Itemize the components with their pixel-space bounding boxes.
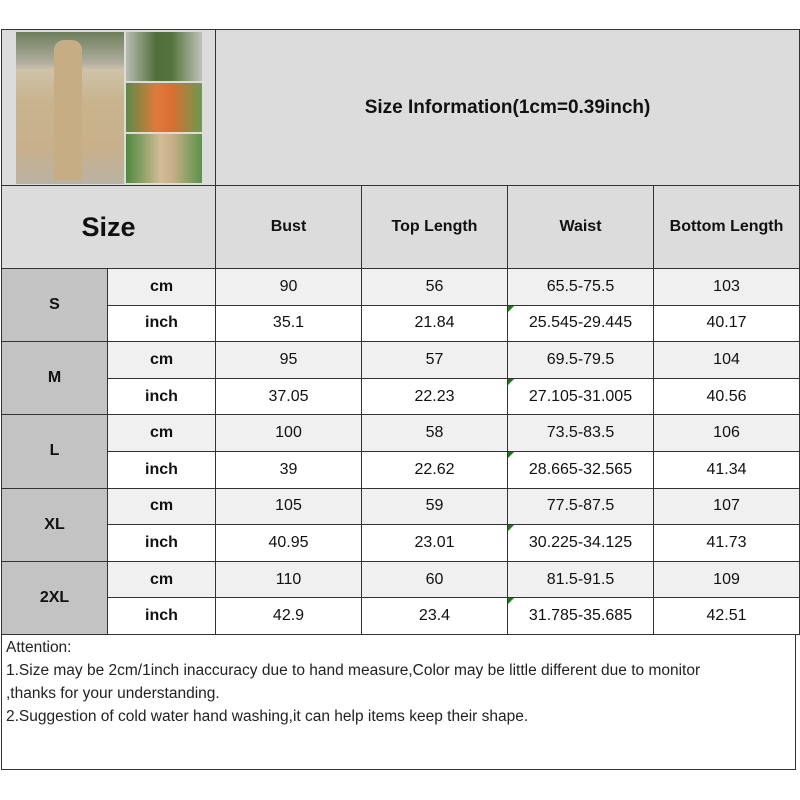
cell-value: 30.225-34.125 [528, 533, 633, 551]
attention-heading: Attention: [6, 639, 72, 656]
cell-top-length: 57 [361, 341, 508, 379]
comment-marker-icon [508, 525, 514, 532]
unit-label: inch [107, 377, 216, 416]
comment-marker-icon [508, 305, 514, 312]
attention-note-2: 2.Suggestion of cold water hand washing,… [6, 708, 529, 725]
cell-top-length: 22.62 [361, 450, 508, 489]
cell-top-length: 59 [361, 487, 508, 526]
cell-bust: 42.9 [215, 597, 362, 635]
attention-notes: Attention: 1.Size may be 2cm/1inch inacc… [1, 634, 796, 770]
unit-label: inch [107, 304, 216, 343]
cell-value: 25.545-29.445 [528, 314, 633, 332]
cell-bottom-length: 109 [652, 560, 800, 599]
size-header: Size [1, 185, 216, 269]
cell-top-length: 56 [361, 268, 508, 306]
cell-value: 27.105-31.005 [528, 387, 633, 405]
size-chart-table: Size Information(1cm=0.39inch) Size Bust… [1, 29, 800, 635]
unit-label: cm [107, 341, 216, 379]
table-row-2xl-cm: 2XL cm 110 60 81.5-91.5 109 [1, 560, 800, 635]
table-row-xl-cm: XL cm 105 59 77.5-87.5 107 [1, 487, 800, 562]
cell-waist: 25.545-29.445 [507, 304, 654, 343]
cell-bottom-length: 103 [652, 268, 800, 306]
cell-top-length: 23.01 [361, 524, 508, 562]
cell-top-length: 60 [361, 560, 508, 599]
cell-bottom-length: 104 [652, 341, 800, 379]
attention-note-1-cont: ,thanks for your understanding. [6, 685, 220, 702]
cell-bottom-length: 40.56 [652, 377, 800, 416]
cell-waist: 28.665-32.565 [507, 450, 654, 489]
comment-marker-icon [508, 451, 514, 458]
cell-bust: 40.95 [215, 524, 362, 562]
cell-bottom-length: 41.34 [652, 450, 800, 489]
table-row-2xl-inch: inch 42.9 23.4 31.785-35.685 42.51 [2, 597, 800, 635]
table-row-l-inch: inch 39 22.62 28.665-32.565 41.34 [2, 450, 800, 489]
size-label: S [1, 267, 108, 343]
comment-marker-icon [508, 378, 514, 385]
cell-top-length: 21.84 [361, 304, 508, 343]
product-photo [15, 31, 202, 184]
cell-value: 31.785-35.685 [528, 607, 633, 625]
cell-waist: 27.105-31.005 [507, 377, 654, 416]
cell-waist: 31.785-35.685 [507, 597, 654, 635]
cell-bottom-length: 42.51 [652, 597, 800, 635]
table-row-s-inch: inch 35.1 21.84 25.545-29.445 40.17 [2, 304, 800, 343]
page-title: Size Information(1cm=0.39inch) [214, 29, 800, 186]
cell-bust: 37.05 [215, 377, 362, 416]
unit-label: inch [107, 450, 216, 489]
unit-label: cm [107, 414, 216, 452]
cell-bust: 95 [215, 341, 362, 379]
cell-bust: 35.1 [215, 304, 362, 343]
unit-label: inch [107, 524, 216, 562]
column-header-bottom-length: Bottom Length [652, 185, 800, 269]
unit-label: cm [107, 487, 216, 526]
unit-label: cm [107, 560, 216, 599]
cell-bottom-length: 40.17 [652, 304, 800, 343]
product-photo-cell [1, 29, 216, 186]
cell-bust: 100 [215, 414, 362, 452]
cell-bottom-length: 107 [652, 487, 800, 526]
unit-label: cm [107, 268, 216, 306]
cell-waist: 73.5-83.5 [507, 414, 654, 452]
cell-bottom-length: 106 [652, 414, 800, 452]
column-header-bust: Bust [215, 185, 362, 269]
comment-marker-icon [508, 598, 514, 605]
cell-top-length: 22.23 [361, 377, 508, 416]
cell-bust: 105 [215, 487, 362, 526]
attention-note-1: 1.Size may be 2cm/1inch inaccuracy due t… [6, 662, 701, 679]
table-row-xl-inch: inch 40.95 23.01 30.225-34.125 41.73 [2, 524, 800, 562]
cell-waist: 81.5-91.5 [507, 560, 654, 599]
cell-waist: 30.225-34.125 [507, 524, 654, 562]
cell-bust: 90 [215, 268, 362, 306]
cell-bottom-length: 41.73 [652, 524, 800, 562]
cell-waist: 65.5-75.5 [507, 268, 654, 306]
cell-top-length: 23.4 [361, 597, 508, 635]
size-label: XL [1, 487, 108, 562]
size-label: L [1, 414, 108, 489]
column-header-waist: Waist [507, 185, 654, 269]
size-label: 2XL [1, 560, 108, 635]
cell-top-length: 58 [361, 414, 508, 452]
cell-value: 28.665-32.565 [528, 460, 633, 478]
unit-label: inch [107, 597, 216, 635]
cell-waist: 69.5-79.5 [507, 341, 654, 379]
size-label: M [1, 341, 108, 416]
cell-bust: 110 [215, 560, 362, 599]
table-row-m-inch: inch 37.05 22.23 27.105-31.005 40.56 [2, 377, 800, 416]
column-header-top-length: Top Length [361, 185, 508, 269]
cell-waist: 77.5-87.5 [507, 487, 654, 526]
cell-bust: 39 [215, 450, 362, 489]
